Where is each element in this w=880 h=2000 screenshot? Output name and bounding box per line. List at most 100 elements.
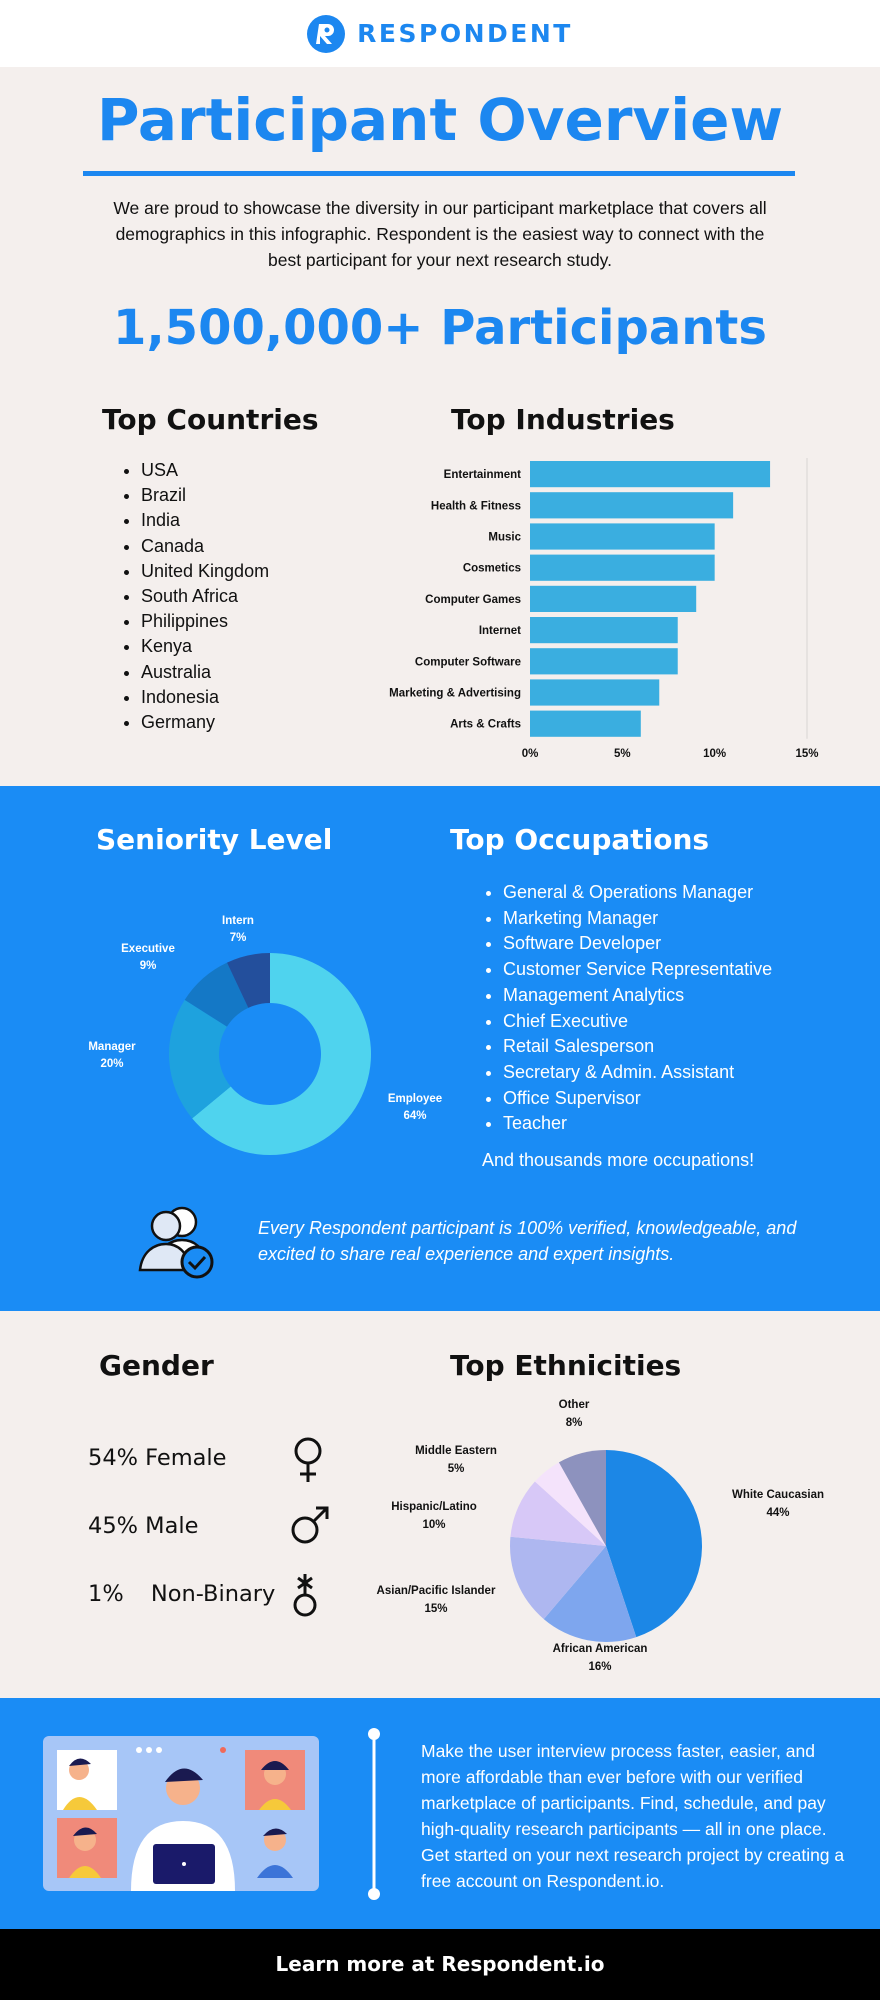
country-list-item: Germany [141,710,269,735]
gender-label: Male [145,1513,199,1539]
occupation-list-item: General & Operations Manager [503,880,772,906]
occupation-list-item: Marketing Manager [503,906,772,932]
bar-category-label: Cosmetics [463,563,521,575]
slice-value-label: 9% [140,960,157,972]
ethnicities-pie-chart: White Caucasian 44% African American 16% Asi… [377,1399,824,1673]
bar-category-label: Health & Fitness [431,500,521,512]
donut-slice [226,953,270,1008]
slice-value-label: 8% [566,1417,583,1429]
country-list-item: Philippines [141,609,269,634]
slice-value-label: 64% [403,1110,426,1122]
country-list-item: Brazil [141,483,269,508]
more-occupations-text: And thousands more occupations! [482,1150,755,1170]
bar [530,617,678,644]
header: RESPONDENT [0,0,880,67]
slice-label: White Caucasian [732,1489,824,1501]
brand-name[interactable]: RESPONDENT [357,19,573,48]
country-list-item: Canada [141,534,269,559]
gender-label: Female [145,1445,227,1471]
donut-slice [184,962,249,1027]
x-tick-label: 5% [614,748,631,760]
gender-row-female: 54% Female [88,1445,227,1471]
country-list-item: India [141,508,269,533]
country-list-item: USA [141,458,269,483]
slice-value-label: 15% [424,1603,447,1615]
bar-category-label: Computer Games [425,594,521,606]
bar-category-label: Internet [479,625,521,637]
slice-label: Manager [88,1041,136,1053]
slice-label: Asian/Pacific Islander [377,1585,496,1597]
pie-slice [534,1462,606,1546]
slice-label: Employee [388,1093,442,1105]
bar [530,461,771,488]
page-title: Participant Overview [96,86,784,154]
x-tick-label: 15% [795,748,818,760]
occupations-list: General & Operations ManagerMarketing Ma… [481,880,772,1137]
country-list-item: Kenya [141,634,269,659]
occupation-list-item: Customer Service Representative [503,957,772,983]
occupation-list-item: Management Analytics [503,983,772,1009]
slice-value-label: 44% [766,1507,789,1519]
top-industries-title: Top Industries [451,403,675,436]
timeline-divider-icon [368,1728,380,1900]
slice-value-label: 7% [230,932,247,944]
respondent-logo-icon [307,14,346,53]
gender-title: Gender [99,1349,214,1382]
country-list-item: South Africa [141,584,269,609]
donut-slice [192,953,372,1155]
bar [530,523,715,550]
pie-slice [510,1481,606,1546]
country-list-item: Australia [141,660,269,685]
industries-bar-chart: Entertainment Health & Fitness Music Cosmet… [389,458,819,760]
verified-users-icon [138,1206,214,1279]
occupation-list-item: Chief Executive [503,1009,772,1035]
intro-text: We are proud to showcase the diversity i… [113,198,767,270]
bar [530,710,641,737]
bar-category-label: Music [488,532,521,544]
bar-category-label: Entertainment [444,469,521,481]
occupation-list-item: Teacher [503,1111,772,1137]
slice-value-label: 5% [448,1463,465,1475]
slice-value-label: 16% [588,1661,611,1673]
slice-label: Hispanic/Latino [391,1501,477,1513]
pie-slice [510,1536,606,1620]
female-symbol-icon [294,1437,322,1482]
bar [530,554,715,581]
gender-pct: 54% [88,1445,139,1471]
slice-value-label: 20% [100,1058,123,1070]
gender-pct: 1% [88,1581,124,1607]
verification-text: Every Respondent participant is 100% ver… [258,1218,797,1264]
bar [530,492,734,519]
occupation-list-item: Retail Salesperson [503,1034,772,1060]
occupation-list-item: Software Developer [503,931,772,957]
bar [530,679,660,706]
gender-row-male: 45% Male [88,1513,198,1539]
participant-count-headline: 1,500,000+ Participants [113,300,767,356]
countries-list: USABrazilIndiaCanadaUnited KingdomSouth … [119,458,269,735]
bar [530,648,678,675]
male-symbol-icon [291,1506,329,1544]
slice-label: African American [553,1643,648,1655]
non-binary-symbol-icon [293,1574,317,1617]
donut-slice [169,999,231,1119]
top-ethnicities-title: Top Ethnicities [450,1349,682,1382]
bar-category-label: Arts & Crafts [450,719,521,731]
overview-section [0,67,880,786]
slice-label: Executive [121,943,175,955]
gender-pct: 45% [88,1513,139,1539]
slice-label: Other [559,1399,590,1411]
slice-label: Middle Eastern [415,1445,497,1457]
pie-slice [558,1450,606,1546]
occupation-list-item: Secretary & Admin. Assistant [503,1060,772,1086]
gender-label: Non-Binary [150,1581,276,1607]
bar-category-label: Marketing & Advertising [389,688,521,700]
x-tick-label: 0% [522,748,539,760]
top-countries-title: Top Countries [102,403,319,436]
bar [530,585,697,612]
title-divider [83,171,795,176]
gender-row-non-binary: 1% Non-Binary [88,1581,275,1607]
pie-slice [606,1450,702,1638]
occupation-list-item: Office Supervisor [503,1086,772,1112]
bar-category-label: Computer Software [415,656,521,668]
footer-link[interactable]: Learn more at Respondent.io [0,1929,880,2000]
